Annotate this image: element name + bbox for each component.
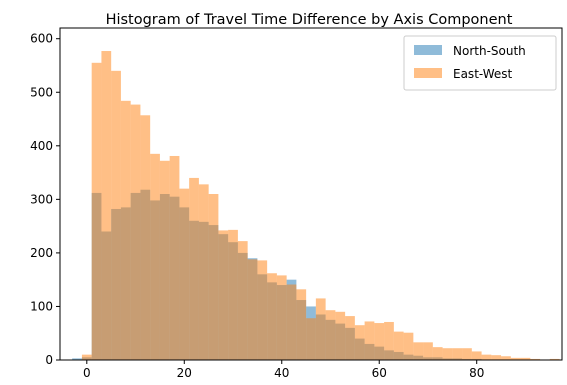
y-tick-label-600: 600 (30, 32, 53, 46)
bar-east-west-24 (306, 318, 316, 360)
bar-east-west-27 (335, 311, 346, 360)
bar-east-west-5 (120, 100, 131, 360)
y-axis: 0 100 200 300 400 500 600 (30, 32, 60, 367)
x-tick-label-80: 80 (469, 366, 484, 380)
bar-east-west-14 (208, 194, 219, 360)
bar-east-west-7 (140, 115, 151, 360)
bar-east-west-28 (345, 316, 355, 360)
bar-east-west-43 (491, 355, 502, 360)
bar-east-west-16 (228, 229, 238, 360)
bar-east-west-25 (315, 298, 326, 360)
x-axis: 0 20 40 60 80 (83, 360, 484, 380)
bar-east-west-44 (501, 356, 511, 360)
bar-east-west-40 (462, 348, 472, 360)
y-tick-label-200: 200 (30, 246, 53, 260)
bar-east-west-42 (481, 354, 492, 360)
bar-east-west-46 (520, 357, 531, 360)
bar-east-west-13 (198, 184, 209, 360)
x-tick-label-60: 60 (372, 366, 387, 380)
bar-east-west-45 (510, 357, 521, 360)
bar-east-west-2 (91, 62, 102, 360)
legend-label-east-west: East-West (453, 67, 513, 81)
bar-east-west-19 (257, 260, 268, 360)
bar-east-west-29 (354, 325, 365, 360)
bar-east-west-18 (247, 259, 258, 360)
bar-east-west-22 (286, 284, 297, 360)
legend-label-north-south: North-South (453, 44, 526, 58)
y-tick-label-100: 100 (30, 299, 53, 313)
bar-east-west-26 (325, 310, 336, 360)
bar-east-west-23 (296, 289, 307, 360)
y-tick-label-0: 0 (45, 353, 53, 367)
x-tick-label-20: 20 (177, 366, 192, 380)
legend: North-South East-West (403, 35, 557, 91)
legend-swatch-east-west (414, 68, 442, 78)
bar-east-west-49 (549, 358, 560, 360)
bar-east-west-1 (81, 354, 92, 360)
y-tick-label-500: 500 (30, 85, 53, 99)
bar-east-west-8 (150, 153, 160, 360)
bar-east-west-10 (169, 155, 180, 360)
bar-east-west-6 (130, 104, 141, 361)
chart-title: Histogram of Travel Time Difference by A… (106, 12, 513, 28)
y-tick-label-300: 300 (30, 192, 53, 206)
x-tick-label-0: 0 (83, 366, 91, 380)
bar-east-west-32 (384, 321, 394, 360)
bar-east-west-17 (237, 241, 248, 360)
y-tick-label-400: 400 (30, 139, 53, 153)
bar-east-west-21 (276, 275, 287, 360)
bar-north-south-0 (72, 358, 82, 360)
bar-east-west-20 (267, 273, 277, 360)
bar-east-west-37 (432, 347, 443, 360)
x-tick-label-40: 40 (274, 366, 289, 380)
bar-east-west-15 (218, 230, 229, 360)
bar-east-west-9 (159, 160, 170, 360)
bar-east-west-12 (189, 177, 199, 360)
bar-east-west-35 (413, 342, 424, 360)
plot-frame (59, 27, 563, 361)
bar-east-west-36 (423, 342, 433, 360)
bars-layer (72, 51, 560, 361)
bar-east-west-30 (364, 321, 375, 360)
bar-east-west-4 (111, 70, 121, 360)
legend-swatch-north-south (414, 45, 442, 55)
bar-east-west-41 (471, 351, 482, 360)
bar-east-west-39 (452, 348, 463, 360)
bar-east-west-31 (374, 323, 385, 360)
bar-east-west-38 (442, 348, 453, 360)
bar-east-west-34 (403, 332, 414, 360)
bar-east-west-11 (179, 188, 190, 360)
bar-east-west-3 (101, 51, 112, 360)
bar-east-west-47 (530, 358, 541, 360)
bar-east-west-33 (393, 331, 404, 360)
